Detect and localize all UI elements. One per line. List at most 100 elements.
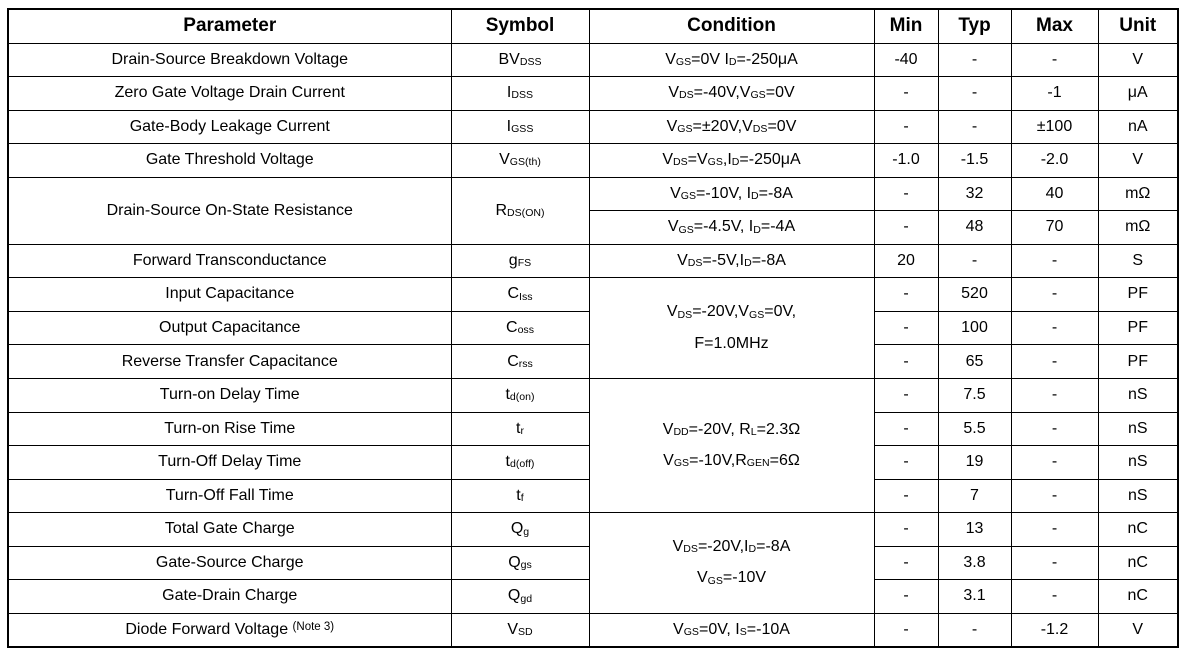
table-row: Forward Transconductance gFS VDS=-5V,ID=-8…: [7, 243, 1179, 279]
subscript-text: GEN: [746, 457, 770, 470]
symbol-cell: VGS(th): [450, 143, 590, 178]
col-header-typ: Typ: [937, 8, 1012, 44]
parameter-cell: Diode Forward Voltage (Note 3): [7, 612, 452, 648]
min-value-cell: -: [873, 545, 939, 581]
symbol-cell: Crss: [450, 344, 590, 379]
max-value-cell: -: [1010, 411, 1099, 447]
max-value-cell: -: [1010, 42, 1099, 78]
subscript-text: GS: [678, 223, 694, 236]
condition-line: VDS=-40V,VGS=0V: [668, 84, 795, 102]
typ-value-cell: -: [937, 243, 1012, 279]
subscript-text: Iss: [519, 290, 533, 303]
max-value-cell: -: [1010, 478, 1099, 514]
parameter-label: Drain-Source On-State Resistance: [106, 201, 353, 219]
parameter-cell: Input Capacitance: [7, 277, 452, 312]
max-value-cell: -: [1010, 512, 1099, 547]
subscript-text: GS: [680, 190, 697, 203]
parameter-label: Output Capacitance: [159, 318, 301, 336]
condition-cell: VGS=0V ID=-250μA: [588, 42, 875, 78]
parameter-label: Gate Threshold Voltage: [145, 151, 314, 169]
max-value-cell: -: [1010, 277, 1099, 312]
subscript-text: DD: [673, 425, 689, 438]
min-value-cell: -: [873, 512, 939, 547]
condition-line: VDS=VGS,ID=-250μA: [662, 151, 801, 169]
subscript-text: GS: [683, 625, 699, 638]
symbol-cell: td(off): [450, 445, 590, 480]
condition-cell: VDS=-40V,VGS=0V: [588, 76, 875, 111]
max-value-cell: -: [1010, 310, 1099, 346]
table-row: Drain-Source Breakdown Voltage BVDSS VGS=0…: [7, 42, 1179, 78]
table-row: Turn-on Delay Time td(on) VDD=-20V, RL=2.3…: [7, 377, 1179, 514]
max-value-cell: ±100: [1010, 109, 1099, 145]
condition-line: VGS=-10V, ID=-8A: [670, 184, 793, 203]
subscript-text: DSS: [511, 89, 534, 102]
min-value-cell: -: [873, 210, 939, 245]
unit-cell: mΩ: [1097, 210, 1179, 245]
subscript-text: GS: [675, 55, 692, 68]
max-value-cell: -2.0: [1010, 143, 1099, 178]
parameter-cell: Total Gate Charge: [7, 512, 452, 547]
symbol-cell: Qg: [450, 512, 590, 547]
parameter-label: Turn-on Rise Time: [164, 419, 296, 437]
max-value-cell: -1.2: [1010, 612, 1099, 648]
subscript-text: gd: [520, 592, 533, 605]
table-row: Gate-Source Charge Qgs -3.8- nC: [7, 545, 1179, 581]
subscript-text: DS: [687, 257, 703, 270]
typ-value-cell: 7: [937, 478, 1012, 514]
max-value-cell: -: [1010, 545, 1099, 581]
typ-value-cell: 100: [937, 310, 1012, 346]
parameter-label: Gate-Body Leakage Current: [129, 117, 330, 135]
condition-cell: VDS=-20V,ID=-8A VGS=-10V: [588, 512, 875, 614]
parameter-label: Turn-on Delay Time: [159, 386, 300, 404]
subscript-text: S: [739, 625, 747, 638]
subscript-text: f: [520, 491, 524, 504]
parameter-label: Gate-Source Charge: [155, 553, 304, 571]
subscript-text: GS: [750, 89, 766, 102]
parameter-label: Zero Gate Voltage Drain Current: [114, 84, 345, 102]
symbol-cell: RDS(ON): [450, 176, 590, 245]
subscript-text: D: [751, 190, 759, 203]
condition-line: VDS=-20V,VGS=0V,: [666, 303, 797, 321]
condition-line: VDD=-20V, RL=2.3Ω: [662, 420, 801, 438]
condition-cell: VGS=±20V,VDS=0V: [588, 109, 875, 145]
parameter-label: Drain-Source Breakdown Voltage: [111, 50, 349, 68]
typ-value-cell: 48: [937, 210, 1012, 245]
table-row: Input Capacitance CIss VDS=-20V,VGS=0V, F=1…: [7, 277, 1179, 379]
symbol-cell: Qgs: [450, 545, 590, 581]
min-value-cell: -: [873, 176, 939, 212]
table-row: Gate-Drain Charge Qgd -3.1- nC: [7, 579, 1179, 614]
subscript-text: GS: [707, 156, 723, 169]
subscript-text: d(on): [509, 391, 535, 404]
parameter-label: Input Capacitance: [165, 285, 295, 303]
max-value-cell: -: [1010, 344, 1099, 379]
parameter-label: Forward Transconductance: [132, 251, 327, 269]
table-row: Output Capacitance Coss -100- PF: [7, 310, 1179, 346]
condition-line: VGS=-4.5V, ID=-4A: [667, 218, 796, 236]
col-header-condition: Condition: [588, 8, 875, 44]
typ-value-cell: 3.1: [937, 579, 1012, 614]
parameter-cell: Gate-Body Leakage Current: [7, 109, 452, 145]
table-row: Gate-Body Leakage Current IGSS VGS=±20V,VD…: [7, 109, 1179, 145]
table-row: VGS=-4.5V, ID=-4A -48 70 mΩ: [8, 210, 1179, 245]
typ-value-cell: 3.8: [937, 545, 1012, 581]
subscript-text: GS: [673, 457, 690, 470]
max-value-cell: -1: [1010, 76, 1099, 111]
condition-cell: VGS=0V, IS=-10A: [588, 612, 875, 648]
subscript-text: DS: [672, 156, 688, 169]
subscript-text: SD: [518, 625, 533, 638]
typ-value-cell: 13: [937, 512, 1012, 547]
header-row: Parameter Symbol Condition Min Typ Max U…: [7, 8, 1179, 44]
condition-line: VDS=-5V,ID=-8A: [677, 251, 786, 270]
max-value-cell: -: [1010, 445, 1099, 480]
subscript-text: g: [523, 525, 530, 538]
condition-line: VGS=0V, IS=-10A: [673, 620, 790, 638]
parameter-cell: Gate-Drain Charge: [7, 579, 452, 614]
symbol-cell: CIss: [450, 277, 590, 312]
subscript-text: DSS: [519, 55, 542, 68]
condition-cell: VGS=-10V, ID=-8A: [588, 176, 875, 212]
min-value-cell: -: [873, 579, 939, 614]
subscript-text: D: [744, 257, 752, 270]
subscript-text: GSS: [511, 122, 534, 135]
table-row: Total Gate Charge Qg VDS=-20V,ID=-8A VGS=-1…: [7, 512, 1179, 614]
